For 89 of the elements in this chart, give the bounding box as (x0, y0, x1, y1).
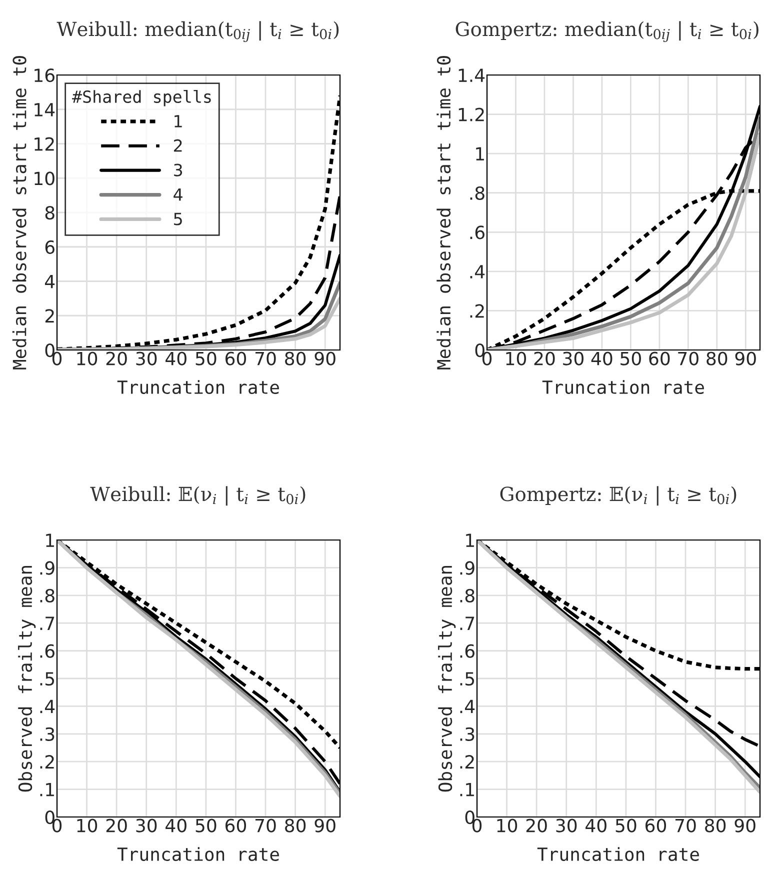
y-tick-label: 1 (466, 534, 474, 547)
y-tick-label: .8 (40, 588, 54, 603)
x-tick-label: 30 (563, 352, 584, 366)
y-tick-label: .7 (460, 616, 474, 630)
y-tick-label: 10 (34, 172, 54, 186)
legend-title: #Shared spells (72, 90, 211, 106)
x-tick-label: 40 (166, 352, 186, 366)
x-tick-label: 60 (646, 818, 666, 832)
y-tick-label: 2 (45, 309, 54, 322)
legend-label: 4 (174, 188, 182, 201)
y-tick-label: 6 (45, 240, 54, 254)
x-tick-label: 60 (226, 352, 246, 366)
y-tick-label: .6 (460, 644, 474, 658)
legend-label: 1 (174, 115, 182, 128)
x-tick-label: 90 (734, 818, 756, 832)
chart-title: Weibull: 𝔼(ν$_{i}$ | t$_{i}$ ≥ t$_{0i}$) (90, 486, 306, 506)
x-axis-title: Truncation rate (542, 380, 704, 394)
y-tick-label: 12 (34, 137, 54, 151)
x-tick-label: 30 (136, 352, 157, 366)
y-tick-label: 8 (45, 206, 54, 220)
y-tick-label: .1 (460, 782, 474, 796)
chart-title: Gompertz: 𝔼(ν$_{i}$ | t$_{i}$ ≥ t$_{0i}$) (500, 486, 736, 506)
y-tick-label: .7 (40, 616, 54, 630)
y-tick-label: .4 (40, 700, 55, 714)
x-tick-label: 40 (591, 352, 612, 366)
y-axis-title: Observed frailty mean (438, 566, 456, 792)
y-tick-label: 1.2 (458, 108, 484, 122)
chart-title: Weibull: median(t$_{0ij}$ | t$_{i}$ ≥ t$_{0i}$) (56, 21, 339, 42)
x-tick-label: 20 (534, 352, 555, 366)
x-tick-label: 20 (106, 818, 127, 832)
y-tick-label: .8 (470, 186, 484, 200)
y-tick-label: .5 (40, 672, 54, 686)
x-tick-label: 70 (678, 352, 698, 366)
x-tick-label: 90 (735, 352, 756, 366)
x-tick-label: 50 (196, 352, 216, 366)
y-tick-label: 4 (45, 274, 55, 288)
legend-label: 2 (174, 139, 182, 152)
y-tick-label: 14 (34, 103, 55, 116)
x-tick-label: 40 (586, 818, 606, 832)
x-tick-label: 80 (706, 352, 728, 366)
x-tick-label: 80 (285, 352, 306, 366)
x-tick-label: 30 (556, 818, 577, 832)
y-tick-label: .3 (460, 727, 474, 742)
x-tick-label: 90 (314, 352, 336, 366)
y-tick-label: .2 (470, 304, 484, 318)
x-tick-label: 50 (616, 818, 636, 832)
y-tick-label: .4 (460, 700, 475, 714)
x-axis-title: Truncation rate (117, 847, 279, 862)
x-tick-label: 10 (506, 352, 526, 366)
x-tick-label: 40 (166, 818, 186, 832)
y-axis-title: Median observed start time t0 (436, 56, 451, 370)
x-tick-label: 50 (620, 352, 641, 366)
x-tick-label: 90 (314, 818, 336, 832)
x-axis-title: Truncation rate (537, 847, 699, 862)
y-tick-label: 16 (34, 68, 54, 82)
y-tick-label: .9 (40, 561, 54, 575)
x-tick-label: 20 (526, 818, 547, 832)
y-tick-label: 1.4 (458, 68, 485, 82)
y-tick-label: .2 (40, 755, 54, 768)
y-axis-title: Median observed start time t0 (12, 56, 26, 370)
legend-label: 3 (174, 164, 182, 176)
y-tick-label: .4 (470, 265, 485, 278)
x-tick-label: 10 (497, 818, 518, 832)
y-tick-label: .6 (470, 226, 484, 240)
x-tick-label: 70 (256, 352, 276, 366)
x-tick-label: 10 (77, 352, 98, 366)
x-tick-label: 60 (226, 818, 246, 832)
x-tick-label: 80 (705, 818, 726, 832)
x-tick-label: 60 (649, 352, 670, 366)
y-tick-label: .5 (460, 672, 474, 686)
y-tick-label: .1 (40, 782, 54, 796)
x-tick-label: 20 (106, 352, 127, 366)
x-tick-label: 70 (676, 818, 696, 832)
y-tick-label: .6 (40, 644, 54, 658)
chart-title: Gompertz: median(t$_{0ij}$ | t$_{i}$ ≥ t$_{0i}$) (456, 21, 758, 42)
legend-label: 5 (174, 212, 182, 226)
y-tick-label: .3 (40, 727, 54, 742)
y-tick-label: 1 (46, 534, 54, 547)
x-tick-label: 80 (285, 818, 306, 832)
x-tick-label: 50 (196, 818, 216, 832)
y-tick-label: 1 (476, 147, 484, 160)
x-tick-label: 10 (77, 818, 98, 832)
y-tick-label: .2 (460, 755, 474, 768)
x-tick-label: 30 (136, 818, 157, 832)
y-tick-label: .9 (460, 561, 474, 575)
x-tick-label: 70 (256, 818, 276, 832)
y-tick-label: .8 (460, 588, 474, 603)
x-axis-title: Truncation rate (117, 380, 279, 394)
y-axis-title: Observed frailty mean (18, 566, 36, 792)
